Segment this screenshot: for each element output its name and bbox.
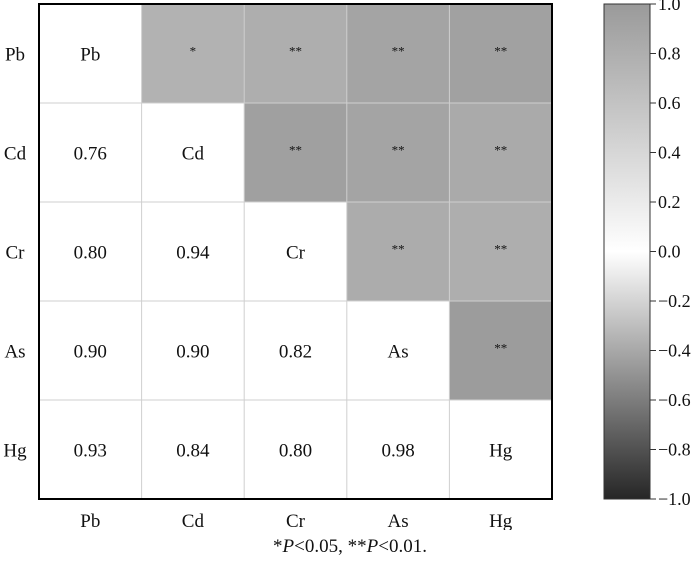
significance-mark-Cd-As: ** xyxy=(392,143,405,158)
correlation-value-Cd-Pb: 0.76 xyxy=(74,144,107,165)
footnote-text1: <0.05, xyxy=(294,536,348,557)
heatmap-cell-Cr-Pb xyxy=(39,202,142,301)
footnote-star2: ** xyxy=(347,536,367,557)
colorbar-tick-label: 1.0 xyxy=(658,0,681,14)
correlation-value-Hg-Pb: 0.93 xyxy=(74,441,107,462)
heatmap-grid xyxy=(39,4,552,499)
y-axis-label-Cd: Cd xyxy=(4,144,27,165)
significance-mark-Cr-Hg: ** xyxy=(494,242,507,257)
y-axis-label-As: As xyxy=(4,342,25,363)
heatmap-cell-Pb-Hg xyxy=(449,4,552,103)
diagonal-label-Hg: Hg xyxy=(489,441,513,462)
colorbar-tick-label: −0.4 xyxy=(658,341,691,361)
heatmap-labels: Pb * ** ** **0.76 Cd ** ** **0.80 0.94 Cr ** **0.90 0… xyxy=(3,44,512,531)
y-axis-label-Hg: Hg xyxy=(3,441,27,462)
heatmap-cell-Cd-Cr xyxy=(244,103,347,202)
colorbar-tick-label: 0.4 xyxy=(658,143,681,163)
diagonal-label-Pb: Pb xyxy=(80,45,100,66)
colorbar: 1.0 0.8 0.6 0.4 0.2 0.0 −0.2 −0.4 −0.6 −0.8 −1.0 xyxy=(603,0,691,509)
colorbar-tick-label: 0.2 xyxy=(658,192,681,212)
significance-mark-Cd-Hg: ** xyxy=(494,143,507,158)
colorbar-tick-label: −1.0 xyxy=(658,489,691,509)
significance-mark-Pb-Cr: ** xyxy=(289,44,302,59)
heatmap-cell-Hg-Cd xyxy=(141,400,245,499)
footnote-p1: P xyxy=(282,536,295,557)
heatmap-cell-As-Cd xyxy=(141,301,245,400)
colorbar-tick-label: −0.6 xyxy=(658,390,691,410)
heatmap-cell-Cd-Hg xyxy=(449,103,552,202)
heatmap-cell-Pb-Cr xyxy=(244,4,347,103)
heatmap-cell-Hg-Hg xyxy=(449,400,552,499)
significance-mark-As-Hg: ** xyxy=(494,341,507,356)
x-axis-label-Pb: Pb xyxy=(80,511,100,530)
significance-mark-Pb-Cd: * xyxy=(190,44,197,59)
colorbar-tick-label: 0.8 xyxy=(658,44,681,64)
footnote-p2: P xyxy=(366,536,379,557)
correlation-value-Cr-Cd: 0.94 xyxy=(176,243,210,264)
correlation-heatmap: Pb * ** ** **0.76 Cd ** ** **0.80 0.94 Cr ** **0.90 0… xyxy=(3,0,691,531)
heatmap-cell-Cr-Hg xyxy=(449,202,552,301)
heatmap-cell-As-Cr xyxy=(244,301,347,400)
heatmap-cell-Cr-Cd xyxy=(141,202,245,301)
correlation-value-Hg-Cd: 0.84 xyxy=(176,441,210,462)
diagonal-label-Cr: Cr xyxy=(286,243,306,264)
colorbar-gradient xyxy=(603,3,651,500)
colorbar-tick-label: −0.8 xyxy=(658,440,691,460)
heatmap-cells xyxy=(39,4,552,499)
significance-mark-Cd-Cr: ** xyxy=(289,143,302,158)
significance-mark-Cr-As: ** xyxy=(392,242,405,257)
heatmap-cell-Hg-Cr xyxy=(244,400,347,499)
correlation-value-Hg-Cr: 0.80 xyxy=(279,441,312,462)
heatmap-cell-Cd-Cd xyxy=(141,103,245,202)
x-axis-label-As: As xyxy=(388,511,409,530)
heatmap-cell-Cr-Cr xyxy=(244,202,347,301)
colorbar-tick-label: 0.6 xyxy=(658,93,681,113)
correlation-value-Hg-As: 0.98 xyxy=(381,441,414,462)
colorbar-tick-label: 0.0 xyxy=(658,242,681,262)
colorbar-tick-label: −0.2 xyxy=(658,291,691,311)
y-axis-label-Cr: Cr xyxy=(6,243,26,264)
heatmap-cell-Pb-Pb xyxy=(39,4,142,103)
x-axis-label-Hg: Hg xyxy=(489,511,513,530)
correlation-value-As-Pb: 0.90 xyxy=(74,342,107,363)
heatmap-cell-Cr-As xyxy=(346,202,450,301)
correlation-value-As-Cr: 0.82 xyxy=(279,342,312,363)
heatmap-cell-Cd-As xyxy=(346,103,450,202)
heatmap-cell-Pb-Cd xyxy=(141,4,245,103)
y-axis-label-Pb: Pb xyxy=(5,45,25,66)
footnote-text2: <0.01. xyxy=(378,536,427,557)
heatmap-frame xyxy=(38,3,553,500)
heatmap-cell-Cd-Pb xyxy=(39,103,142,202)
significance-footnote: *P<0.05, **P<0.01. xyxy=(0,536,700,558)
heatmap-cell-As-Pb xyxy=(39,301,142,400)
diagonal-label-Cd: Cd xyxy=(182,144,205,165)
x-axis-label-Cd: Cd xyxy=(182,511,205,530)
footnote-star1: * xyxy=(273,536,283,557)
significance-mark-Pb-Hg: ** xyxy=(494,44,507,59)
heatmap-cell-Hg-As xyxy=(346,400,450,499)
heatmap-cell-As-As xyxy=(346,301,450,400)
heatmap-cell-Hg-Pb xyxy=(39,400,142,499)
heatmap-cell-As-Hg xyxy=(449,301,552,400)
correlation-value-Cr-Pb: 0.80 xyxy=(74,243,107,264)
heatmap-cell-Pb-As xyxy=(346,4,450,103)
correlation-value-As-Cd: 0.90 xyxy=(176,342,209,363)
x-axis-label-Cr: Cr xyxy=(286,511,306,530)
diagonal-label-As: As xyxy=(388,342,409,363)
significance-mark-Pb-As: ** xyxy=(392,44,405,59)
